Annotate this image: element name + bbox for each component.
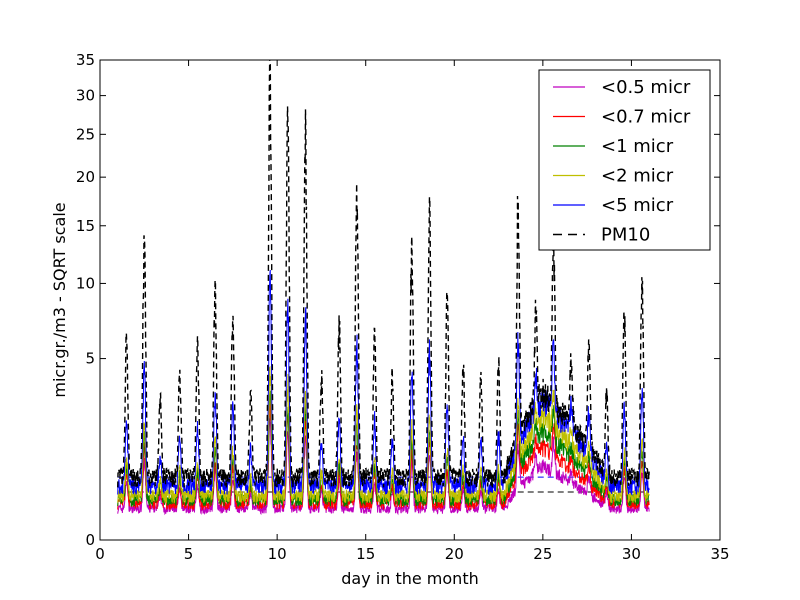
y-tick-label: 10 — [76, 274, 95, 292]
y-tick-label: 35 — [76, 51, 95, 69]
y-tick-label: 20 — [76, 168, 95, 186]
x-tick-label: 5 — [184, 545, 194, 563]
x-tick-label: 0 — [95, 545, 105, 563]
x-axis-ticks: 0 5 10 15 20 25 30 35 — [95, 60, 730, 563]
y-tick-label: 5 — [85, 350, 95, 368]
y-tick-label: 15 — [76, 217, 95, 235]
x-axis-label: day in the month — [341, 569, 478, 588]
legend-label: <0.5 micr — [601, 77, 691, 98]
legend-label: <0.7 micr — [601, 107, 691, 128]
legend-label: PM10 — [601, 225, 650, 246]
axes-frame — [99, 59, 721, 541]
x-tick-label: 35 — [710, 545, 729, 563]
y-axis-ticks: 0 5 10 15 20 25 30 35 — [76, 51, 720, 549]
legend-box — [538, 69, 711, 251]
plot-lines — [117, 60, 650, 516]
legend-label: <1 micr — [601, 136, 674, 157]
x-tick-label: 30 — [622, 545, 641, 563]
x-tick-label: 15 — [356, 545, 375, 563]
y-tick-label: 0 — [85, 531, 95, 549]
series-line — [117, 60, 650, 489]
y-tick-label: 30 — [76, 87, 95, 105]
x-tick-label: 10 — [268, 545, 287, 563]
y-tick-label: 25 — [76, 125, 95, 143]
x-tick-label: 20 — [445, 545, 464, 563]
x-tick-label: 25 — [533, 545, 552, 563]
legend-label: <2 micr — [601, 166, 674, 187]
series-line — [117, 399, 650, 511]
legend-label: <5 micr — [601, 195, 674, 216]
legend: <0.5 micr <0.7 micr <1 micr <2 micr <5 micr P… — [538, 69, 711, 251]
y-axis-label: micr.gr./m3 - SQRT scale — [50, 202, 69, 397]
